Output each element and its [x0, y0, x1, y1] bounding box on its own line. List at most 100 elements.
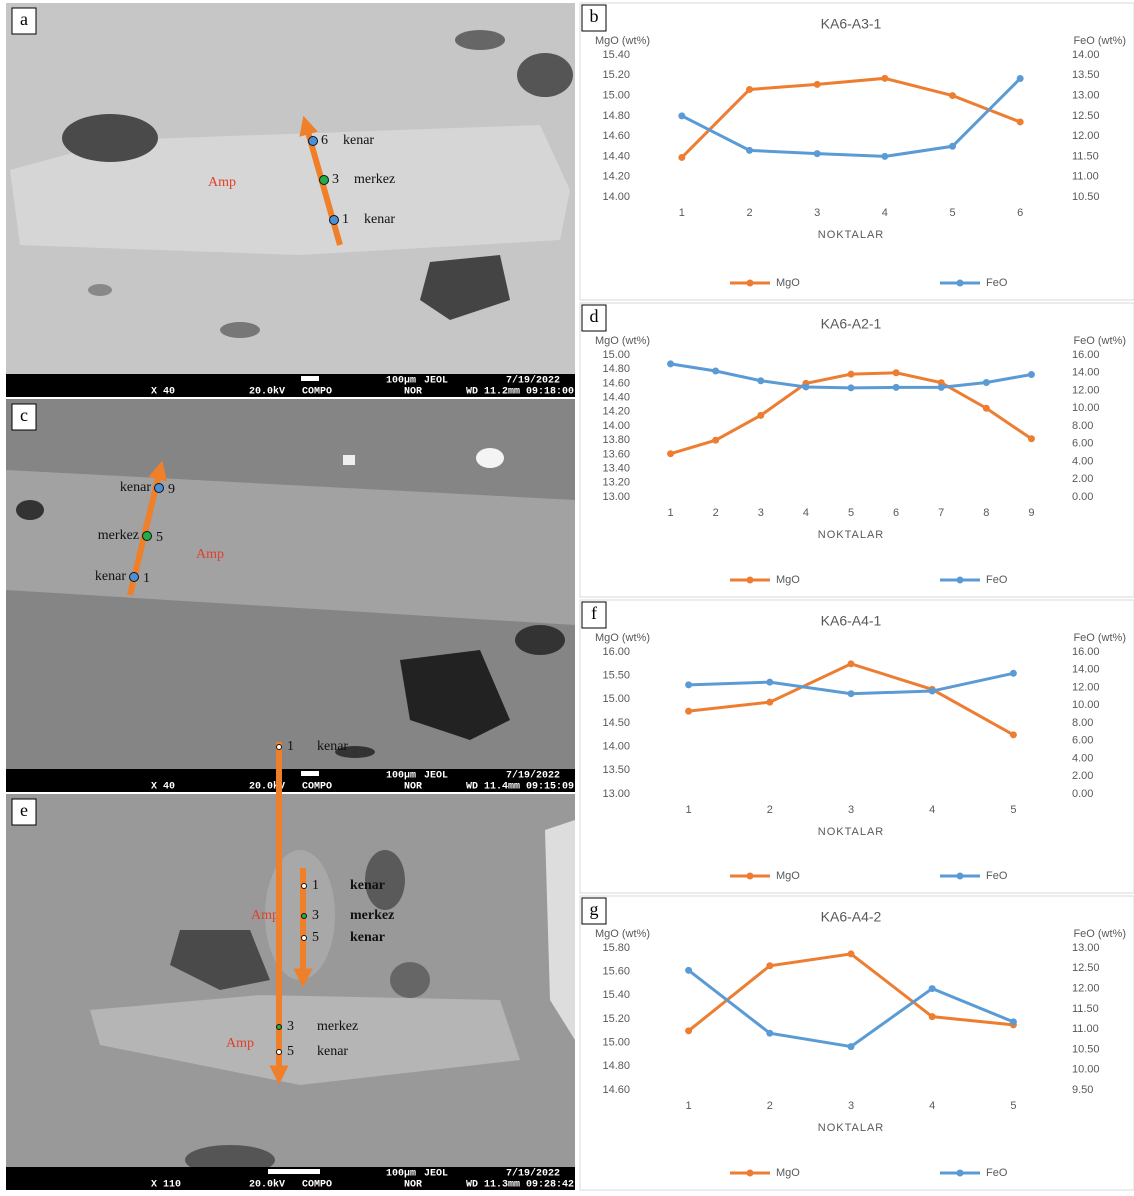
x-tick-label: 5 — [949, 207, 955, 219]
data-point — [881, 153, 888, 160]
info-text: 09:18:00 — [526, 387, 574, 398]
data-point — [766, 699, 773, 706]
y-tick-label: 13.50 — [602, 764, 630, 776]
data-point — [929, 1013, 936, 1020]
y-tick-label: 13.80 — [602, 434, 630, 446]
y2-tick-label: 4.00 — [1072, 455, 1093, 467]
info-text: 20.0kV — [249, 1179, 285, 1191]
legend-label: FeO — [986, 870, 1008, 882]
info-text: JEOL — [424, 376, 448, 387]
y2-tick-label: 16.00 — [1072, 349, 1100, 361]
sem-image-c — [6, 399, 575, 792]
y2-tick-label: 10.50 — [1072, 191, 1100, 203]
analysis-point — [277, 1050, 282, 1055]
y2-tick-label: 2.00 — [1072, 770, 1093, 782]
x-axis-label: NOKTALAR — [818, 229, 884, 241]
y-tick-label: 14.00 — [602, 420, 630, 432]
data-point — [1010, 731, 1017, 738]
info-text: WD 11.4mm — [466, 782, 520, 793]
info-text: 100µm — [386, 1169, 416, 1180]
data-point — [929, 688, 936, 695]
y-tick-label: 14.20 — [602, 406, 630, 418]
data-point — [949, 92, 956, 99]
y-axis-label: MgO (wt%) — [595, 35, 650, 47]
point-name: kenar — [350, 878, 385, 893]
panel-label: g — [590, 899, 599, 919]
legend-marker — [747, 1170, 754, 1177]
info-text: COMPO — [302, 1180, 332, 1191]
y-tick-label: 14.00 — [602, 191, 630, 203]
y-tick-label: 14.60 — [602, 377, 630, 389]
panel-label: d — [590, 306, 599, 326]
point-number: 3 — [287, 1019, 294, 1034]
x-axis-label: NOKTALAR — [818, 529, 884, 541]
y-tick-label: 15.00 — [602, 1037, 630, 1049]
data-point — [949, 143, 956, 150]
info-text: COMPO — [302, 387, 332, 398]
point-number: 5 — [287, 1044, 294, 1059]
y2-tick-label: 10.00 — [1072, 699, 1100, 711]
legend-marker — [747, 577, 754, 584]
y-tick-label: 14.40 — [602, 392, 630, 404]
data-point — [1028, 371, 1035, 378]
y-tick-label: 13.60 — [602, 448, 630, 460]
analysis-point — [277, 1025, 282, 1030]
y2-tick-label: 6.00 — [1072, 735, 1093, 747]
y2-tick-label: 8.00 — [1072, 717, 1093, 729]
x-tick-label: 1 — [686, 804, 692, 816]
y2-tick-label: 11.00 — [1072, 1023, 1099, 1035]
info-text: 100µm — [386, 376, 416, 387]
y2-tick-label: 10.00 — [1072, 1064, 1100, 1076]
y-tick-label: 15.20 — [602, 1013, 630, 1025]
panel-label: c — [20, 405, 28, 425]
data-point — [685, 708, 692, 715]
legend-marker — [957, 280, 964, 287]
data-point — [766, 679, 773, 686]
data-point — [814, 81, 821, 88]
analysis-point — [302, 884, 307, 889]
x-tick-label: 8 — [983, 507, 989, 519]
x-tick-label: 4 — [803, 507, 809, 519]
point-number: 9 — [168, 482, 175, 497]
point-name: kenar — [317, 739, 348, 754]
data-point — [848, 1043, 855, 1050]
y-tick-label: 13.00 — [602, 491, 630, 503]
info-text: WD 11.2mm — [466, 387, 520, 398]
x-tick-label: 6 — [893, 507, 899, 519]
info-text: 09:28:42 — [526, 1180, 574, 1191]
point-number: 6 — [321, 133, 328, 148]
y-tick-label: 13.00 — [602, 788, 630, 800]
y-tick-label: 15.80 — [602, 942, 630, 954]
y-tick-label: 14.00 — [602, 741, 630, 753]
x-axis-label: NOKTALAR — [818, 826, 884, 838]
data-point — [746, 147, 753, 154]
y2-tick-label: 8.00 — [1072, 420, 1093, 432]
y2-tick-label: 10.00 — [1072, 402, 1100, 414]
panel-label: e — [20, 800, 28, 820]
x-tick-label: 3 — [814, 207, 820, 219]
y-tick-label: 14.50 — [602, 717, 630, 729]
y-tick-label: 13.40 — [602, 463, 630, 475]
legend-marker — [957, 1170, 964, 1177]
point-name: kenar — [95, 569, 126, 584]
scale-bar — [301, 771, 319, 776]
y-axis-label: MgO (wt%) — [595, 928, 650, 940]
point-name: merkez — [350, 908, 394, 923]
data-point — [712, 437, 719, 444]
legend-label: FeO — [986, 574, 1008, 586]
info-text: 7/19/2022 — [506, 375, 560, 387]
point-name: merkez — [354, 172, 395, 187]
x-tick-label: 3 — [848, 1100, 854, 1112]
legend-label: MgO — [776, 870, 800, 882]
x-tick-label: 5 — [1010, 804, 1016, 816]
y2-tick-label: 6.00 — [1072, 438, 1093, 450]
y-axis-label: MgO (wt%) — [595, 632, 650, 644]
y-tick-label: 14.60 — [602, 130, 630, 142]
y2-tick-label: 11.50 — [1072, 150, 1099, 162]
legend-label: MgO — [776, 1167, 800, 1179]
data-point — [667, 360, 674, 367]
y-tick-label: 14.80 — [602, 110, 630, 122]
figure: Amp6kenar3merkez1kenara100µmJEOL7/19/202… — [0, 0, 1134, 1191]
legend-label: MgO — [776, 277, 800, 289]
scale-bar — [301, 376, 319, 381]
